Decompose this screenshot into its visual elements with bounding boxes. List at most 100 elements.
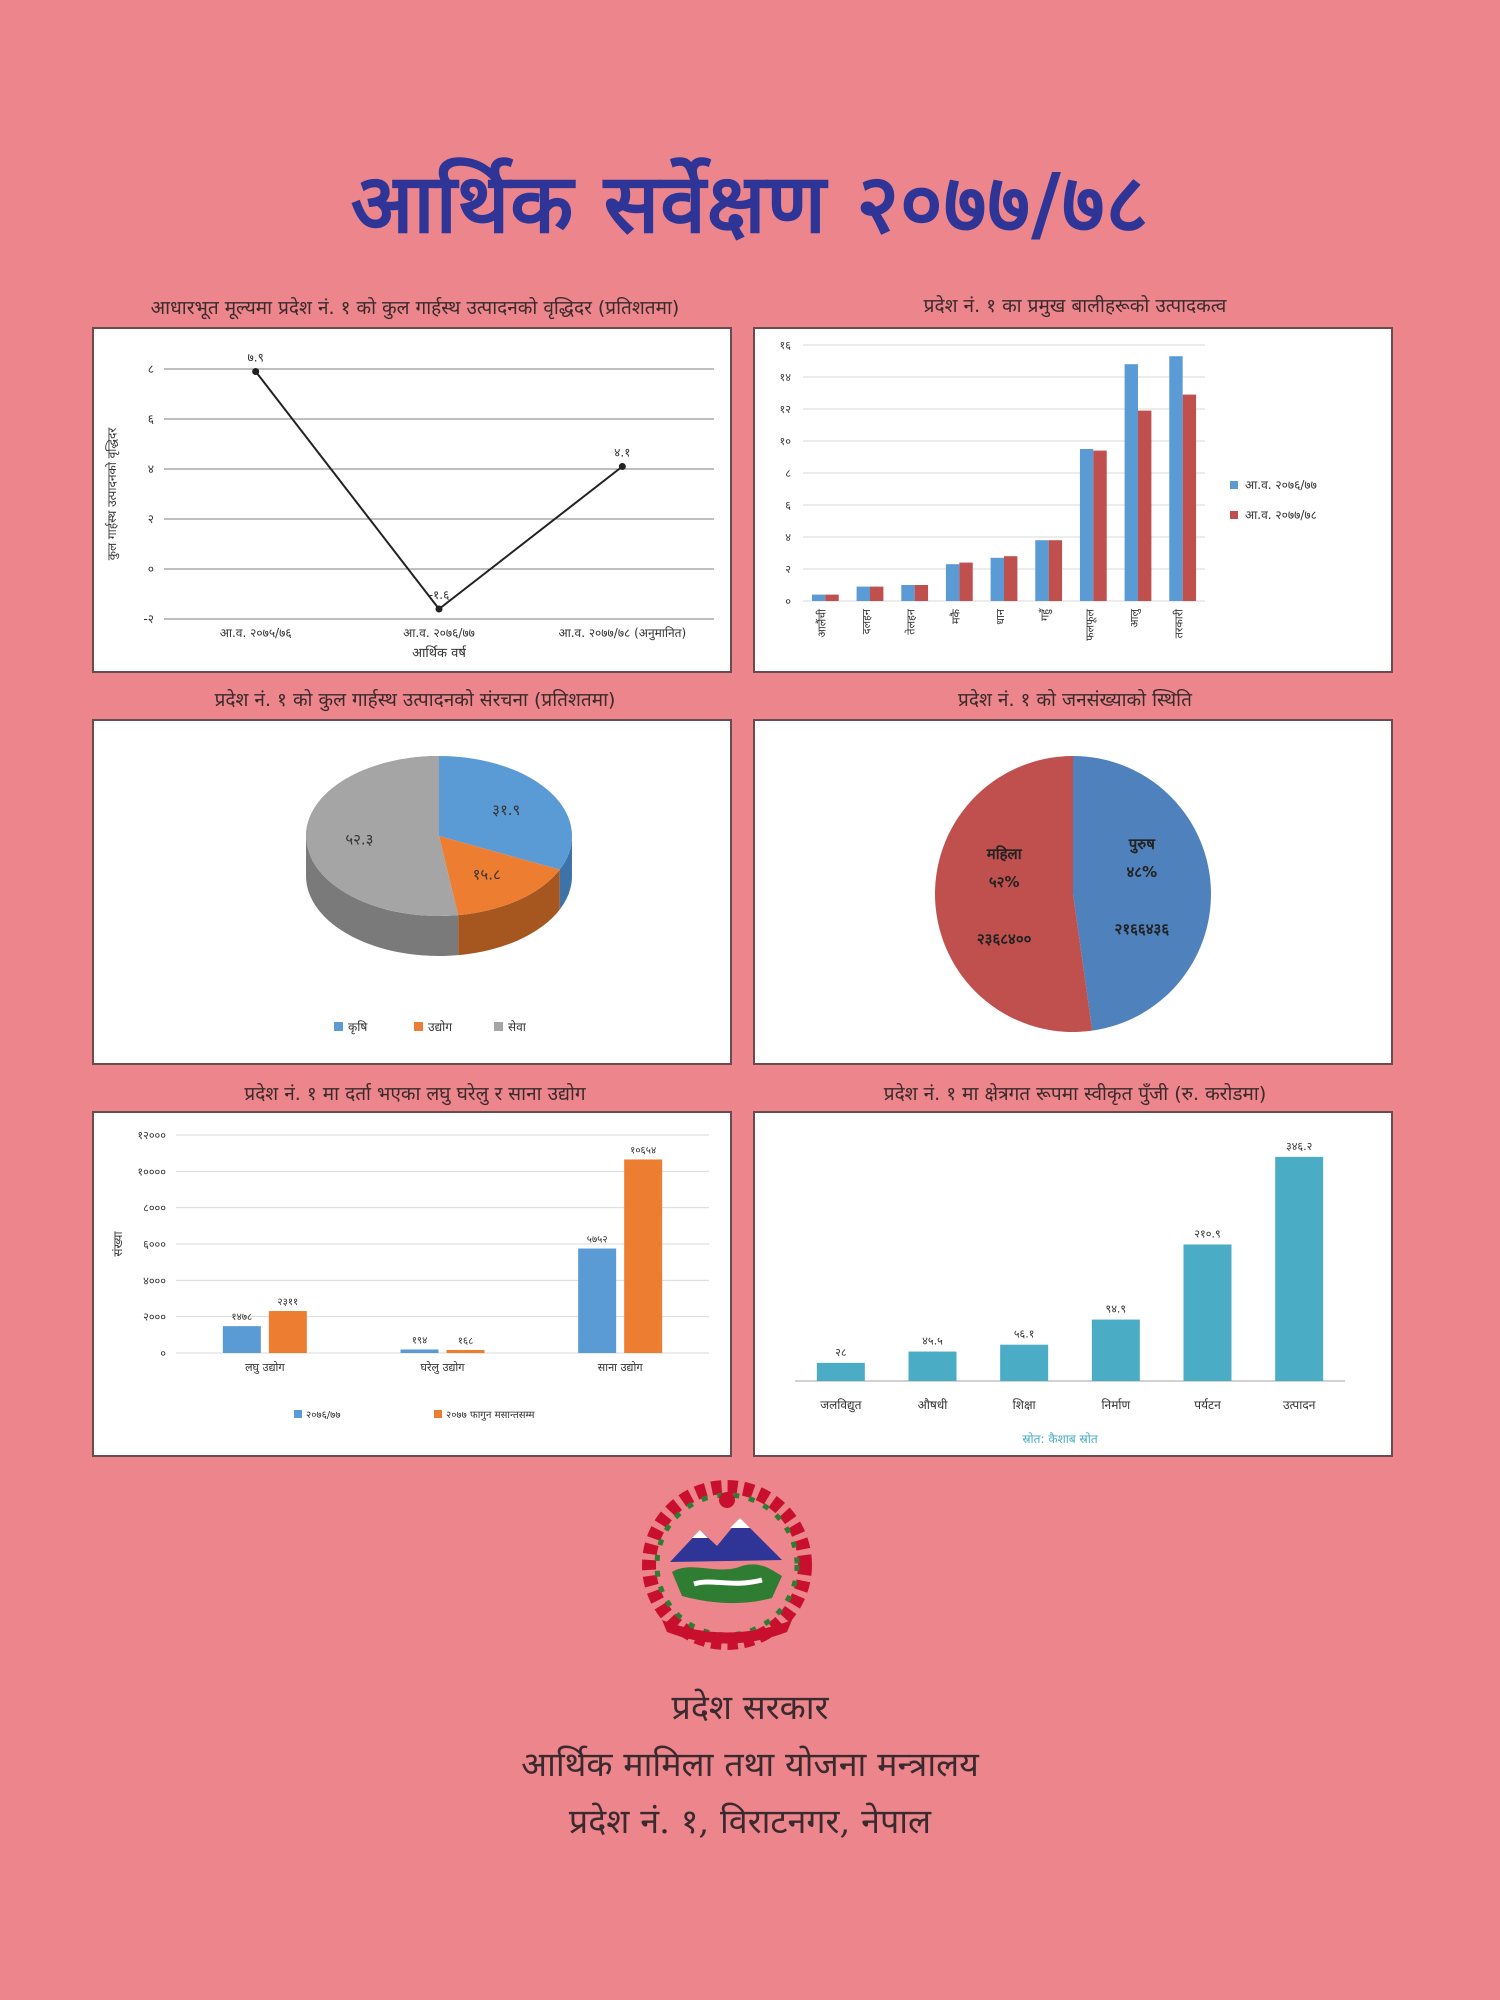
bar: [446, 1349, 485, 1353]
x-tick-label: शिक्षा: [1013, 1398, 1037, 1412]
data-label: ९४.९: [1105, 1303, 1126, 1316]
bar: [1004, 556, 1018, 601]
data-label: २३११: [277, 1297, 298, 1308]
x-tick-label: आलु: [1128, 608, 1141, 628]
data-label: ५२.३: [345, 830, 373, 848]
bar: [959, 562, 973, 601]
legend-swatch: [334, 1022, 343, 1031]
bar: [1000, 1344, 1049, 1381]
chart-title-gdp-structure: प्रदेश नं. १ को कुल गार्हस्थ उत्पादनको स…: [214, 689, 616, 711]
x-axis-label: आर्थिक वर्ष: [412, 645, 467, 661]
y-axis-label: संख्या: [111, 1231, 125, 1257]
legend-swatch: [1230, 511, 1238, 519]
pie-slice: [439, 836, 560, 916]
data-point: [252, 368, 260, 375]
x-tick-label: आलैंची: [815, 609, 828, 638]
data-point: [618, 463, 626, 470]
x-tick-label: निर्माण: [1101, 1398, 1130, 1412]
x-tick-label: साना उद्योग: [598, 1361, 644, 1374]
y-tick-label: १२: [780, 403, 791, 416]
y-tick-label: १०: [780, 435, 792, 448]
legend-label: २०७६/७७: [306, 1410, 341, 1421]
approved-capital-chart: २८ जलविद्युत ४५.५ औषधी ५६.१ शिक्षा ९४.९ निर्माण…: [753, 1111, 1393, 1457]
x-tick-label: औषधी: [918, 1398, 949, 1412]
population-svg: पुरुष ४८% २१६६४३६ महिला ५२% २३६८४००: [935, 756, 1211, 1032]
bar: [400, 1349, 439, 1353]
crop-productivity-svg: ० २ ४ ६ ८ १० १२ १४ १६ आलैंची दलहन तेलहन मकै धान गहुँ फल…: [780, 339, 1317, 641]
pie-slice-side: [458, 869, 560, 956]
y-tick-label: ६: [785, 499, 791, 512]
chart-title-industries: प्रदेश नं. १ मा दर्ता भएका लघु घरेलु र स…: [244, 1083, 586, 1105]
bar: [1182, 394, 1197, 601]
chart-title-gdp-growth: आधारभूत मूल्यमा प्रदेश नं. १ को कुल गार्…: [150, 297, 680, 319]
pie-slice: [1073, 756, 1211, 1031]
data-label: १९४: [412, 1335, 428, 1346]
industries-svg: ० २००० ४००० ६००० ८००० १०००० १२००० संख्या १४७८ १९४…: [111, 1129, 709, 1421]
bar: [624, 1159, 663, 1353]
legend-swatch: [414, 1022, 423, 1031]
x-tick-label: आ.व. २०७६/७७: [403, 626, 475, 640]
bar: [1275, 1156, 1324, 1381]
bar: [222, 1326, 261, 1353]
gdp-structure-svg: ३१.९ १५.८ ५२.३ कृषि उद्योग सेवा: [306, 756, 572, 1035]
slice-value-label: २१६६४३६: [1115, 920, 1170, 938]
x-tick-label: तरकारी: [1173, 609, 1186, 639]
data-label: १५.८: [473, 865, 501, 883]
bar: [268, 1311, 307, 1353]
bar: [1048, 540, 1063, 601]
crop-productivity-chart: ० २ ४ ६ ८ १० १२ १४ १६ आलैंची दलहन तेलहन मकै धान गहुँ फल…: [753, 327, 1393, 673]
legend-swatch: [1230, 481, 1238, 489]
slice-percent-label: ४८%: [1127, 863, 1158, 881]
legend-label: सेवा: [508, 1020, 527, 1034]
pie-slice-side: [306, 836, 459, 956]
x-tick-label: जलविद्युत: [820, 1398, 862, 1413]
data-label: ३१.९: [492, 801, 520, 819]
y-tick-label: २: [148, 512, 154, 526]
population-chart: पुरुष ४८% २१६६४३६ महिला ५२% २३६८४००: [753, 719, 1393, 1065]
bar: [1124, 364, 1138, 601]
bar: [825, 594, 839, 601]
x-tick-label: तेलहन: [905, 608, 918, 635]
x-tick-label: मकै: [949, 608, 962, 624]
chart-title-crop-productivity: प्रदेश नं. १ का प्रमुख बालीहरूको उत्पादक…: [923, 295, 1227, 317]
y-tick-label: ०: [148, 562, 154, 576]
y-tick-label: ०: [785, 595, 791, 608]
x-tick-label: उत्पादन: [1283, 1398, 1316, 1412]
page-title: आर्थिक सर्वेक्षण २०७७/७८: [350, 157, 1150, 252]
data-label: ४५.५: [922, 1335, 943, 1348]
y-tick-label: ६: [148, 412, 154, 426]
data-label: ५६.१: [1014, 1328, 1035, 1341]
bar: [1183, 1244, 1232, 1381]
data-label: १०६५४: [630, 1145, 656, 1156]
nepal-emblem: [642, 1480, 812, 1650]
x-tick-label: आ.व. २०७५/७६: [220, 626, 292, 640]
slice-percent-label: ५२%: [989, 873, 1020, 891]
data-label: ५७५२: [587, 1235, 608, 1246]
gdp-growth-svg: -२ ० २ ४ ६ ८ ७.९ आ.व. २०७५/७६ -१.६ आ.व. २०७६/७७ ४.…: [105, 351, 714, 661]
footer-government: प्रदेश सरकार: [671, 1688, 829, 1728]
bar: [870, 586, 884, 601]
approved-capital-svg: २८ जलविद्युत ४५.५ औषधी ५६.१ शिक्षा ९४.९ निर्माण…: [795, 1140, 1345, 1446]
bar: [1093, 450, 1107, 601]
y-tick-label: १४: [780, 371, 792, 384]
y-tick-label: -२: [143, 612, 154, 626]
y-tick-label: ८०००: [143, 1202, 166, 1215]
y-tick-label: २: [785, 563, 791, 576]
y-tick-label: १२०००: [137, 1129, 166, 1142]
y-tick-label: ४: [785, 531, 791, 544]
bar: [1091, 1319, 1140, 1381]
industries-chart: ० २००० ४००० ६००० ८००० १०००० १२००० संख्या १४७८ १९४…: [92, 1111, 732, 1457]
bar: [816, 1362, 865, 1381]
y-tick-label: ०: [160, 1347, 166, 1360]
legend-label: २०७७ फागुन मसान्तसम्म: [446, 1410, 535, 1421]
x-tick-label: पर्यटन: [1194, 1398, 1221, 1412]
y-tick-label: ४०००: [143, 1274, 166, 1287]
chart-title-population: प्रदेश नं. १ को जनसंख्याको स्थिति: [958, 689, 1192, 711]
bar: [914, 585, 929, 601]
data-label: २१०.९: [1194, 1227, 1220, 1240]
y-tick-label: ४: [148, 462, 154, 476]
pie-slice-side: [559, 836, 572, 910]
legend-swatch: [434, 1410, 442, 1418]
bar: [856, 586, 870, 601]
legend-label: आ.व. २०७६/७७: [1245, 478, 1317, 492]
